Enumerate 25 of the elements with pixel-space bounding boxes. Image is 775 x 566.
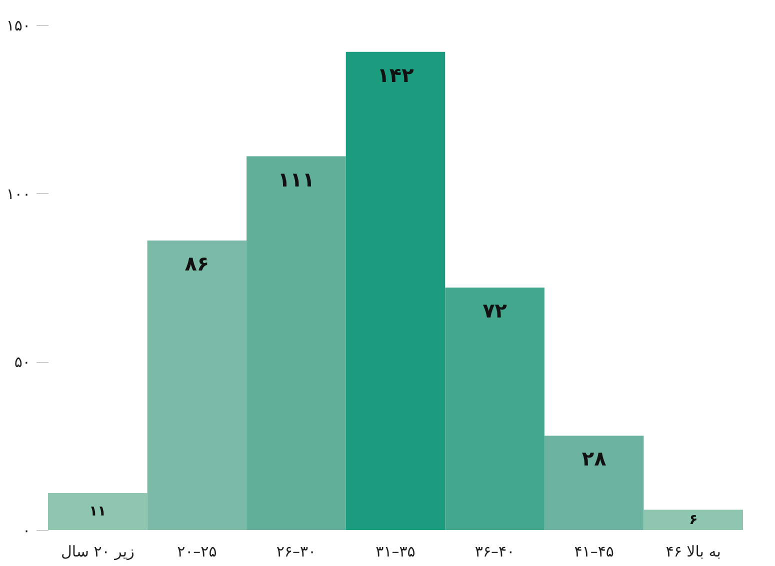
bar xyxy=(48,492,148,530)
bar xyxy=(246,156,346,530)
data-label: ۱۴۲ xyxy=(377,62,414,87)
x-tick-label: ۲۰–۲۵ xyxy=(177,542,217,560)
data-label: ۷۲ xyxy=(482,298,507,323)
x-tick-label: زیر ۲۰ سال xyxy=(60,542,134,560)
x-tick-label: ۳۶–۴۰ xyxy=(474,542,515,560)
x-tick-label: ۴۱–۴۵ xyxy=(574,542,614,560)
y-tick-label: ۱۰۰ xyxy=(6,184,30,203)
bar xyxy=(346,52,446,530)
x-tick-label: ۳۱–۳۵ xyxy=(376,542,416,560)
y-tick-label: ۵۰ xyxy=(14,353,30,372)
data-label: ۲۸ xyxy=(582,446,606,471)
y-tick-label: ۰ xyxy=(22,522,30,540)
x-tick-label: ۴۶ به بالا xyxy=(666,542,721,560)
bar xyxy=(644,510,743,530)
y-tick-label: ۱۵۰ xyxy=(6,16,30,34)
data-label: ۱۱۱ xyxy=(278,167,315,192)
bar xyxy=(147,240,247,530)
data-label: ۸۶ xyxy=(184,251,210,276)
x-tick-label: ۲۶–۳۰ xyxy=(276,542,316,560)
bar xyxy=(544,436,644,530)
data-label: ۶ xyxy=(689,512,698,528)
data-label: ۱۱ xyxy=(89,503,106,520)
bar xyxy=(445,288,544,530)
